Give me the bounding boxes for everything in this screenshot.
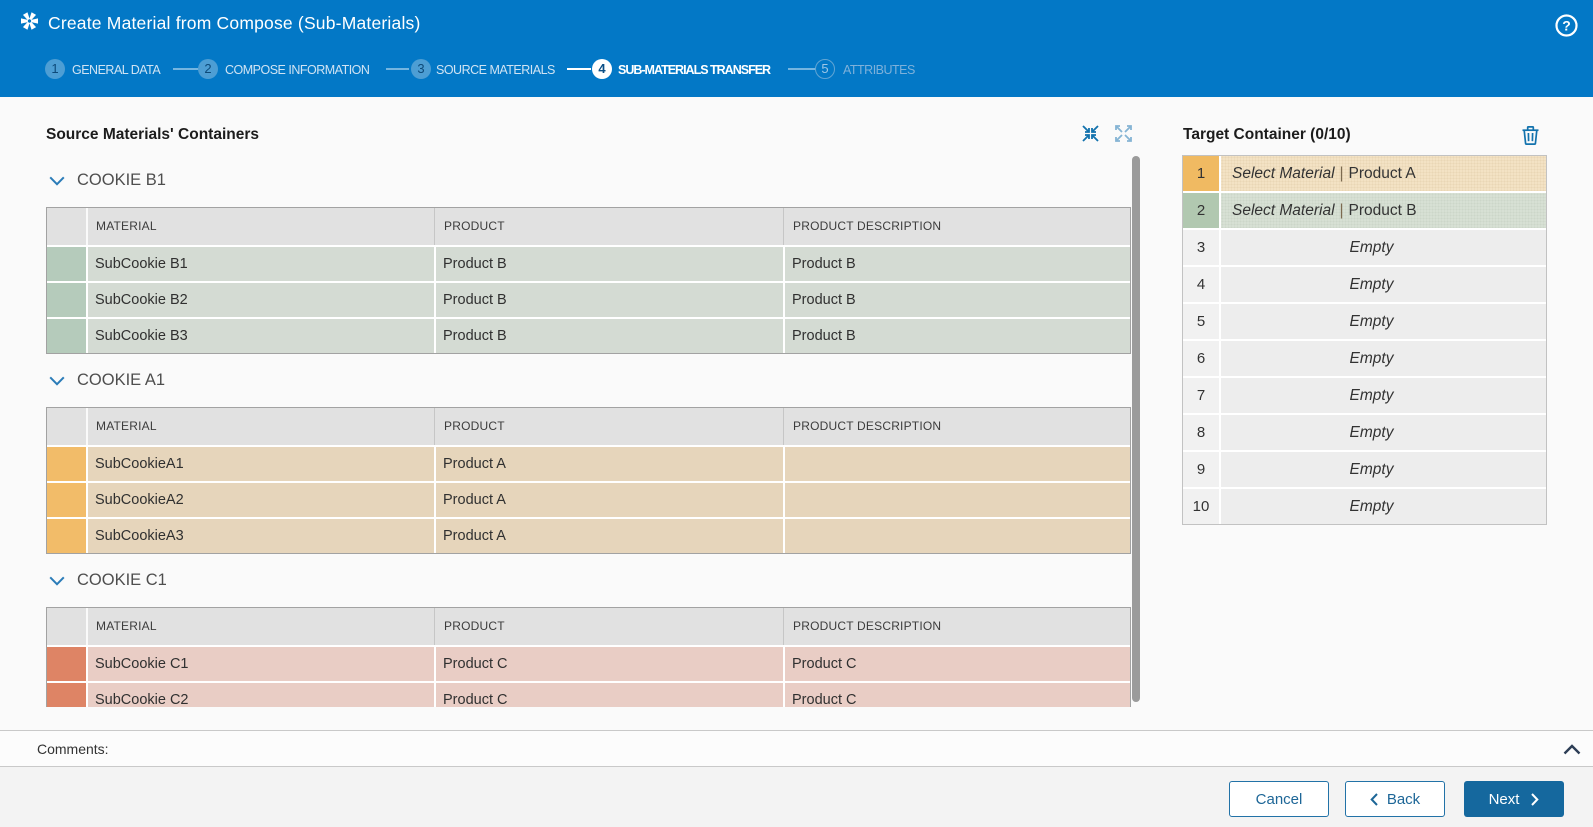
svg-text:?: ? xyxy=(1562,18,1571,34)
